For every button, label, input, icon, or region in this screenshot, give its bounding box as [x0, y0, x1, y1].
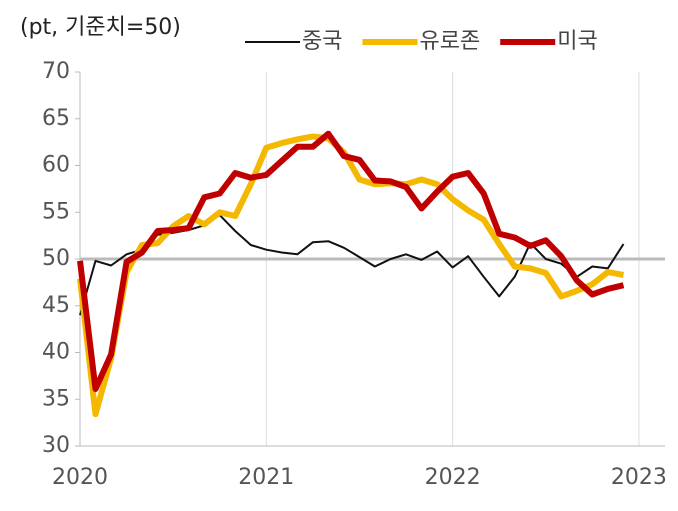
legend-label: 미국 [557, 29, 597, 54]
y-tick-label: 40 [42, 340, 70, 365]
y-tick-label: 65 [42, 106, 70, 131]
y-tick-label: 55 [42, 199, 70, 224]
x-tick-label: 2022 [425, 465, 481, 490]
y-tick-label: 30 [42, 433, 70, 458]
y-tick-label: 60 [42, 153, 70, 178]
legend-label: 중국 [302, 29, 342, 54]
chart-title: (pt, 기준치=50) [20, 15, 181, 40]
series-line [77, 130, 625, 392]
x-tick-label: 2020 [52, 465, 108, 490]
y-tick-label: 70 [42, 59, 70, 84]
series-line [77, 133, 625, 418]
x-tick-label: 2021 [238, 465, 294, 490]
y-tick-label: 45 [42, 293, 70, 318]
x-tick-label: 2023 [611, 465, 667, 490]
y-tick-label: 35 [42, 386, 70, 411]
y-tick-label: 50 [42, 246, 70, 271]
legend-label: 유로존 [419, 29, 480, 54]
